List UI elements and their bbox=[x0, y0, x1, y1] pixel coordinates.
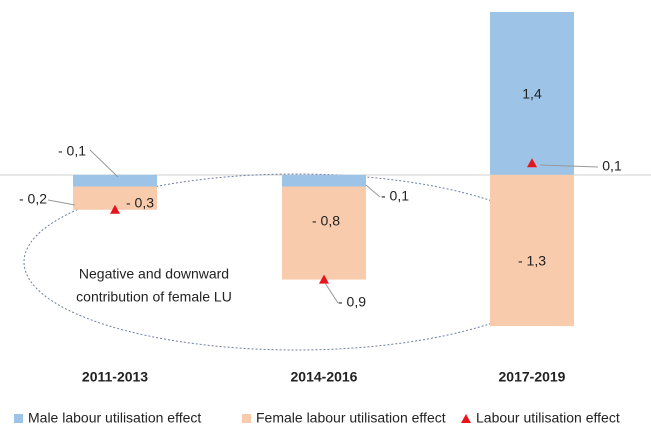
total-marker bbox=[527, 158, 537, 168]
total-marker bbox=[110, 204, 120, 214]
legend-marker bbox=[461, 414, 471, 423]
leader-line bbox=[89, 149, 119, 178]
value-label: - 0,3 bbox=[126, 195, 154, 211]
value-label: - 0,2 bbox=[19, 191, 47, 207]
annotation: contribution of female LU bbox=[76, 289, 232, 305]
x-tick-label: 2011-2013 bbox=[82, 369, 148, 385]
total-marker bbox=[319, 274, 329, 284]
x-tick-label: 2014-2016 bbox=[291, 369, 358, 385]
leader-line bbox=[365, 184, 381, 198]
legend-label: Labour utilisation effect bbox=[476, 410, 620, 426]
value-label: 1,4 bbox=[522, 86, 542, 102]
value-label: - 0,1 bbox=[381, 188, 409, 204]
value-label: - 0,8 bbox=[312, 213, 340, 229]
legend-label: Male labour utilisation effect bbox=[28, 410, 201, 426]
x-tick-label: 2017-2019 bbox=[499, 369, 566, 385]
bar-segment bbox=[73, 186, 157, 210]
leader-line bbox=[539, 164, 599, 168]
annotation: Negative and downward bbox=[79, 266, 229, 282]
bar-segment bbox=[282, 186, 366, 280]
bar-segment bbox=[490, 12, 574, 175]
legend-marker bbox=[14, 414, 23, 423]
legend-marker bbox=[242, 414, 251, 423]
leader-line bbox=[324, 282, 339, 304]
value-label: - 0,1 bbox=[58, 143, 86, 159]
value-label: - 1,3 bbox=[518, 253, 546, 269]
legend-label: Female labour utilisation effect bbox=[256, 410, 446, 426]
bar-segment bbox=[490, 174, 574, 327]
value-label: - 0,9 bbox=[338, 294, 366, 310]
bar-segment bbox=[282, 174, 366, 187]
leader-line bbox=[47, 199, 76, 206]
bar-segment bbox=[73, 174, 157, 187]
value-label: 0,1 bbox=[602, 158, 622, 174]
